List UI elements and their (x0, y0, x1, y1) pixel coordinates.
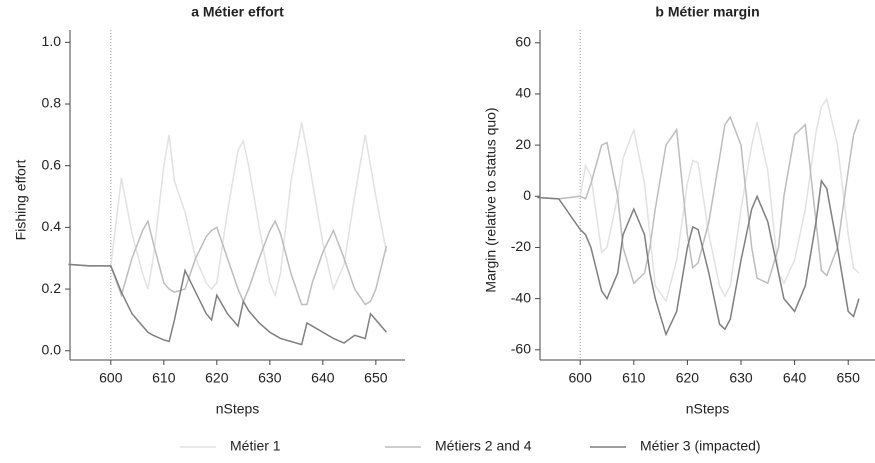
x-tick-label: 650 (837, 370, 861, 386)
legend-label: Métier 1 (230, 438, 281, 454)
x-tick-label: 650 (364, 370, 388, 386)
x-tick-label: 610 (622, 370, 646, 386)
x-tick-label: 630 (729, 370, 753, 386)
x-tick-label: 630 (258, 370, 282, 386)
x-tick-label: 640 (783, 370, 807, 386)
y-axis-label: Fishing effort (13, 160, 29, 241)
chart-title: a Métier effort (191, 4, 284, 20)
y-tick-label: 1.0 (42, 33, 62, 49)
x-tick-label: 610 (152, 370, 176, 386)
legend-label: Métiers 2 and 4 (435, 438, 532, 454)
y-tick-label: 20 (515, 136, 531, 152)
y-tick-label: 0.8 (42, 95, 62, 111)
y-tick-label: -40 (511, 289, 531, 305)
x-axis-label: nSteps (216, 401, 260, 417)
y-axis-label: Margin (relative to status quo) (483, 107, 499, 292)
y-tick-label: 0.6 (42, 156, 62, 172)
y-tick-label: -60 (511, 340, 531, 356)
x-tick-label: 600 (569, 370, 593, 386)
y-tick-label: 0 (523, 187, 531, 203)
y-tick-label: 60 (515, 33, 531, 49)
y-tick-label: 40 (515, 85, 531, 101)
y-tick-label: 0.0 (42, 341, 62, 357)
y-tick-label: 0.4 (42, 218, 62, 234)
x-tick-label: 620 (205, 370, 229, 386)
x-tick-label: 620 (676, 370, 700, 386)
y-tick-label: -20 (511, 238, 531, 254)
x-tick-label: 640 (311, 370, 335, 386)
series-line (537, 178, 860, 337)
series-line (68, 263, 388, 346)
series-line (68, 219, 388, 306)
series-line (68, 122, 388, 298)
chart-title: b Métier margin (655, 4, 759, 20)
x-tick-label: 600 (99, 370, 123, 386)
x-axis-label: nSteps (686, 401, 730, 417)
series-line (537, 97, 860, 303)
y-tick-label: 0.2 (42, 280, 62, 296)
legend-label: Métier 3 (impacted) (640, 438, 761, 454)
